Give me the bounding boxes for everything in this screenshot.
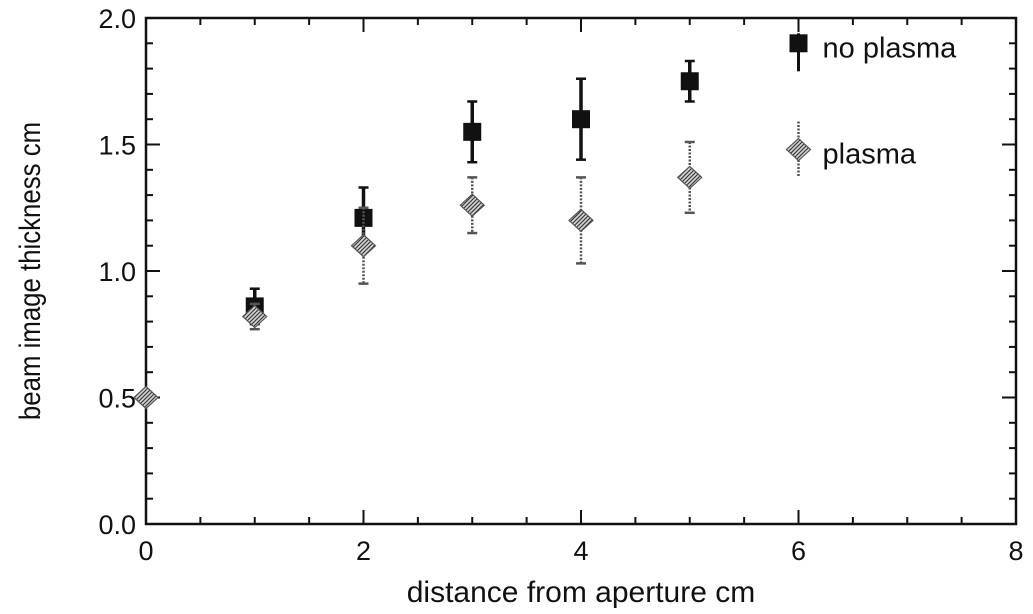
y-tick-label: 1.5	[98, 131, 136, 161]
data-point	[572, 110, 590, 129]
data-point	[133, 385, 159, 410]
legend-label: plasma	[823, 139, 917, 171]
data-point	[241, 304, 268, 329]
x-axis-title: distance from aperture cm	[407, 576, 755, 609]
series-plasma	[133, 140, 703, 410]
y-tick-label: 0.5	[98, 384, 136, 414]
legend-marker	[785, 137, 812, 162]
data-point	[459, 193, 486, 218]
data-point	[350, 233, 377, 258]
x-tick-label: 4	[573, 536, 588, 566]
x-tick-label: 8	[1008, 536, 1023, 566]
y-tick-label: 2.0	[98, 4, 136, 34]
y-axis-title: beam image thickness cm	[13, 122, 46, 420]
data-point	[568, 208, 594, 233]
x-tick-label: 2	[356, 536, 371, 566]
y-tick-label: 1.0	[98, 257, 136, 287]
data-point	[463, 122, 482, 141]
data-point	[680, 72, 699, 91]
y-tick-label: 0.0	[98, 510, 136, 540]
x-tick-label: 6	[791, 536, 806, 566]
x-tick-label: 0	[138, 536, 153, 566]
data-point	[354, 208, 373, 227]
legend-label: no plasma	[823, 32, 958, 64]
legend-marker	[789, 34, 808, 53]
data-point	[676, 165, 703, 190]
